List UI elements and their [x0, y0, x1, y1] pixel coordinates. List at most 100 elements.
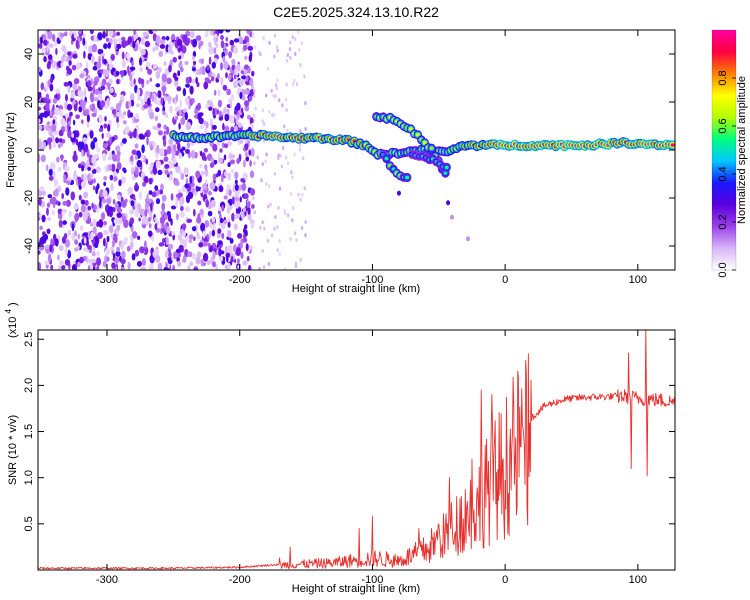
- spectrogram-noise-blob: [141, 171, 145, 178]
- spectrogram-noise-blob: [217, 99, 222, 108]
- spectrogram-noise-blob: [166, 126, 170, 135]
- spectrogram-noise-blob: [262, 265, 266, 270]
- spectrogram-noise-blob: [196, 186, 202, 192]
- spectrogram-noise-blob: [172, 56, 177, 63]
- spectrogram-noise-blob: [87, 166, 91, 171]
- spectrogram-noise-blob: [89, 130, 94, 139]
- spectrogram-noise-blob: [47, 60, 51, 66]
- spectrogram-noise-blob: [47, 253, 52, 263]
- spectrogram-noise-blob: [245, 243, 249, 251]
- spectrogram-noise-blob: [236, 213, 241, 219]
- spectrogram-noise-blob: [272, 112, 276, 117]
- spectrogram-noise-blob: [175, 94, 178, 103]
- spectrogram-noise-blob: [181, 231, 187, 237]
- spectrogram-noise-blob: [143, 176, 149, 184]
- spectrogram-noise-blob: [161, 73, 167, 83]
- spectrogram-noise-blob: [116, 79, 119, 85]
- spectrogram-y-tick-label: 0: [23, 147, 35, 153]
- spectrogram-noise-blob: [83, 87, 87, 97]
- spectrogram-noise-blob: [235, 117, 239, 126]
- spectrogram-noise-blob: [54, 107, 60, 116]
- spectrogram-noise-blob: [137, 95, 141, 101]
- spectrogram-noise-blob: [298, 47, 301, 52]
- spectrogram-noise-blob: [288, 47, 292, 52]
- spectrogram-noise-blob: [242, 260, 248, 266]
- spectrogram-noise-blob: [155, 228, 161, 233]
- spectrogram-noise-blob: [207, 242, 211, 248]
- spectrogram-noise-blob: [196, 231, 200, 239]
- spectrogram-noise-blob: [133, 78, 136, 85]
- spectrogram-noise-blob: [91, 252, 96, 257]
- spectrogram-noise-blob: [102, 30, 106, 39]
- spectrogram-noise-blob: [273, 33, 277, 38]
- spectrogram-noise-blob: [224, 113, 230, 122]
- spectrogram-noise-blob: [262, 139, 266, 144]
- spectrogram-noise-blob: [215, 43, 219, 48]
- spectrogram-noise-blob: [244, 100, 250, 107]
- spectrogram-noise-blob: [134, 167, 139, 176]
- spectrogram-noise-blob: [202, 230, 206, 239]
- spectrogram-noise-blob: [250, 147, 255, 157]
- spectrogram-noise-blob: [183, 167, 189, 176]
- spectrogram-noise-blob: [124, 198, 128, 203]
- spectrogram-noise-blob: [127, 261, 131, 270]
- spectrogram-noise-blob: [129, 93, 135, 102]
- spectrogram-noise-blob: [222, 122, 225, 131]
- spectrogram-noise-blob: [233, 46, 239, 55]
- spectrogram-noise-blob: [71, 222, 75, 232]
- spectrogram-noise-blob: [155, 45, 159, 51]
- spectrogram-noise-blob: [98, 128, 104, 132]
- spectrogram-isolated-mark: [465, 236, 470, 242]
- spectrogram-noise-blob: [294, 37, 297, 42]
- spectrogram-noise-blob: [118, 216, 123, 225]
- spectrogram-noise-blob: [163, 267, 168, 270]
- spectrogram-noise-blob: [140, 48, 146, 56]
- spectrogram-noise-blob: [252, 196, 255, 201]
- spectrogram-noise-blob: [227, 262, 231, 270]
- spectrogram-noise-blob: [200, 65, 206, 75]
- spectrogram-noise-blob: [241, 182, 247, 191]
- spectrogram-noise-blob: [179, 201, 183, 206]
- spectrogram-noise-blob: [155, 70, 161, 80]
- spectrogram-noise-blob: [302, 156, 305, 161]
- spectrogram-noise-blob: [49, 243, 53, 253]
- spectrogram-noise-blob: [130, 166, 135, 176]
- spectrogram-noise-blob: [51, 33, 56, 42]
- spectrogram-noise-blob: [122, 120, 127, 125]
- spectrogram-x-axis-title: Height of straight line (km): [292, 283, 420, 295]
- spectrogram-noise-blob: [276, 225, 279, 230]
- spectrogram-noise-blob: [244, 64, 249, 70]
- spectrogram-noise-blob: [235, 201, 241, 209]
- spectrogram-noise-blob: [52, 119, 56, 125]
- spectrogram-noise-blob: [61, 210, 66, 215]
- spectrogram-noise-blob: [134, 143, 139, 149]
- spectrogram-noise-blob: [246, 255, 250, 262]
- spectrogram-noise-blob: [195, 170, 201, 179]
- spectrogram-noise-blob: [208, 230, 212, 238]
- colorbar: 0.0 0.2 0.4 0.6 0.8 Normalized spectral ampl…: [711, 29, 748, 278]
- spectrogram-noise-blob: [73, 103, 78, 112]
- spectrogram-noise-blob: [211, 61, 216, 69]
- spectrogram-noise-blob: [173, 158, 177, 165]
- spectrogram-noise-blob: [206, 121, 209, 129]
- spectrogram-noise-blob: [289, 56, 292, 60]
- spectrogram-noise-blob: [135, 103, 140, 108]
- spectrogram-noise-blob: [293, 79, 296, 83]
- spectrogram-noise-blob: [112, 171, 118, 177]
- spectrogram-noise-blob: [96, 257, 101, 266]
- spectrogram-noise-blob: [304, 220, 307, 224]
- spectrogram-noise-blob: [72, 83, 76, 90]
- colorbar-tick-label: 0.2: [717, 214, 729, 229]
- colorbar-tick-label: 0.8: [717, 70, 729, 85]
- spectrogram-noise-blob: [78, 211, 83, 218]
- spectrogram-noise-blob: [230, 93, 235, 101]
- spectrogram-noise-blob: [95, 88, 99, 96]
- svg-text:(x10 4 ): (x10 4 ): [2, 302, 19, 338]
- snr-x-tick-label: -300: [96, 574, 118, 586]
- spectrogram-noise-blob: [157, 123, 162, 128]
- spectrogram-noise-blob: [162, 110, 166, 116]
- spectrogram-noise-blob: [184, 97, 190, 104]
- spectrogram-noise-blob: [93, 178, 96, 184]
- spectrogram-noise-blob: [230, 169, 234, 174]
- spectrogram-noise-blob: [181, 45, 187, 54]
